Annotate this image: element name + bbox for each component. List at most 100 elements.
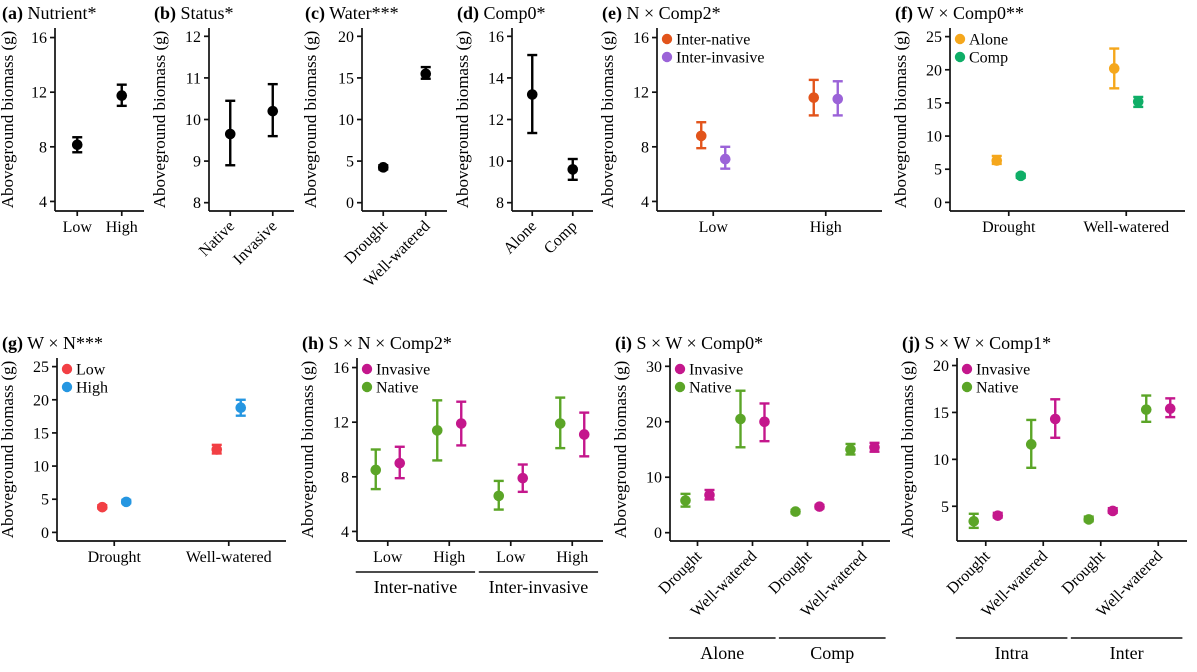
- x-tick-label: Drought: [88, 549, 142, 566]
- data-point: [267, 105, 279, 117]
- chart-b: (b) Status* Aboveground biomass (g) 8 9 10 11…: [152, 3, 294, 268]
- data-point: [1083, 514, 1095, 525]
- data-point: [991, 155, 1003, 166]
- legend-label: Invasive: [376, 362, 430, 379]
- legend-label: High: [76, 380, 108, 397]
- data-point: [96, 501, 108, 513]
- legend-label: Native: [689, 380, 732, 397]
- panel-title: (e) N × Comp2*: [602, 3, 721, 24]
- legend-marker: [661, 51, 673, 63]
- data-point: [493, 490, 505, 502]
- x-tick-label: Drought: [982, 219, 1036, 236]
- y-tick-label: 5: [346, 154, 354, 171]
- group-label: Alone: [700, 643, 744, 663]
- y-tick-label: 0: [41, 525, 49, 542]
- y-tick-label: 5: [941, 499, 949, 516]
- legend-marker: [961, 363, 973, 375]
- x-tick-label: Low: [496, 549, 526, 566]
- legend-label: Inter-invasive: [676, 50, 765, 67]
- data-point: [695, 130, 707, 142]
- group-label: Inter-invasive: [489, 577, 589, 597]
- data-point: [1025, 439, 1037, 450]
- chart-h: (h) S × N × Comp2* Aboveground biomass (g…: [300, 333, 603, 597]
- legend-marker: [954, 51, 966, 63]
- group-label: Intra: [995, 643, 1029, 663]
- x-tick-label: Low: [699, 219, 729, 236]
- y-tick-label: 12: [185, 29, 201, 46]
- legend-marker: [674, 381, 686, 393]
- y-tick-label: 5: [41, 492, 49, 509]
- y-tick-label: 20: [646, 414, 662, 431]
- data-point: [759, 416, 770, 428]
- y-axis-title: Aboveground biomass (g): [900, 361, 917, 539]
- panel-title: (a) Nutrient*: [2, 3, 97, 24]
- legend-marker: [961, 381, 973, 393]
- data-point: [1132, 96, 1144, 107]
- data-point: [370, 464, 382, 476]
- data-point: [116, 90, 128, 101]
- y-tick-label: 16: [31, 30, 47, 47]
- data-point: [235, 402, 247, 414]
- panel-title: (d) Comp0*: [457, 3, 546, 24]
- legend-label: Comp: [969, 50, 1008, 67]
- data-point: [1015, 170, 1027, 182]
- data-point: [224, 128, 236, 140]
- x-tick-label: Comp: [541, 218, 581, 258]
- y-tick-label: 4: [341, 524, 349, 541]
- y-tick-label: 15: [926, 95, 942, 112]
- y-tick-label: 20: [338, 29, 354, 46]
- legend-marker: [361, 363, 373, 375]
- chart-i: (i) S × W × Comp0* Aboveground biomass (g…: [613, 333, 890, 663]
- x-tick-label: Well-watered: [186, 549, 272, 566]
- x-tick-label: High: [106, 219, 138, 236]
- data-point: [455, 418, 467, 429]
- data-point: [526, 89, 538, 100]
- y-tick-label: 25: [33, 359, 49, 376]
- panel-title: (b) Status*: [154, 3, 234, 24]
- y-tick-label: 11: [186, 70, 201, 87]
- y-tick-label: 5: [934, 162, 942, 179]
- y-tick-label: 10: [646, 470, 662, 487]
- data-point: [431, 425, 443, 436]
- data-point: [845, 444, 856, 455]
- y-axis-title: Aboveground biomass (g): [303, 31, 320, 209]
- legend-label: Native: [376, 380, 419, 397]
- data-point: [790, 506, 801, 517]
- y-tick-label: 0: [654, 525, 662, 542]
- legend-marker: [61, 381, 73, 393]
- legend-marker: [61, 363, 73, 375]
- legend-label: Native: [976, 380, 1019, 397]
- y-tick-label: 8: [341, 469, 349, 486]
- data-point: [554, 418, 566, 429]
- y-tick-label: 16: [333, 360, 349, 377]
- data-point: [808, 92, 820, 103]
- x-tick-label: Drought: [1059, 547, 1109, 597]
- legend-marker: [674, 363, 686, 375]
- chart-a: (a) Nutrient* Aboveground biomass (g) 4 8 12…: [0, 3, 144, 236]
- y-tick-label: 0: [934, 195, 942, 212]
- y-tick-label: 16: [633, 30, 649, 47]
- group-label: Comp: [810, 643, 854, 663]
- chart-g: (g) W × N*** Aboveground biomass (g) 0 5 10 1…: [0, 333, 286, 566]
- y-tick-label: 14: [488, 70, 504, 87]
- data-point: [704, 489, 715, 501]
- legend-label: Alone: [969, 32, 1008, 49]
- legend-label: Inter-native: [676, 32, 750, 49]
- panel-title: (f) W × Comp0**: [895, 3, 1024, 24]
- legend-marker: [361, 381, 373, 393]
- data-point: [968, 515, 980, 527]
- panel-d-comp0: (d) Comp0* Aboveground biomass (g) 8 10 12 14…: [455, 0, 599, 312]
- y-tick-label: 25: [926, 29, 942, 46]
- x-tick-label: Low: [63, 219, 93, 236]
- y-axis-title: Aboveground biomass (g): [0, 31, 17, 209]
- y-axis-title: Aboveground biomass (g): [0, 361, 17, 539]
- x-tick-label: Low: [373, 549, 403, 566]
- x-tick-label: High: [556, 549, 588, 566]
- y-tick-label: 8: [641, 139, 649, 156]
- group-label: Inter: [1110, 643, 1144, 663]
- data-point: [1107, 505, 1119, 517]
- group-label: Inter-native: [374, 577, 458, 597]
- y-axis-title: Aboveground biomass (g): [893, 31, 910, 209]
- legend-label: Invasive: [976, 362, 1030, 379]
- chart-c: (c) Water*** Aboveground biomass (g) 0 5 10 1…: [303, 3, 447, 290]
